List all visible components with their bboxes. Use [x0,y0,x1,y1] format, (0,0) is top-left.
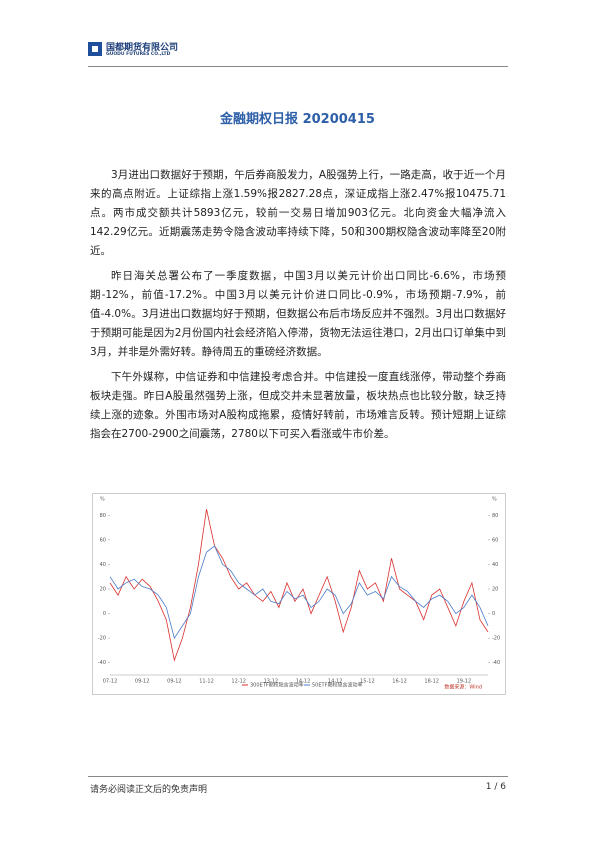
y2-tick-label: 60 [492,537,498,543]
paragraph: 昨日海关总署公布了一季度数据，中国3月以美元计价出口同比-6.6%，市场预期-1… [90,270,506,358]
logo-mark [88,42,102,56]
y2-tick-label: 20 [492,587,498,593]
chart: % % -40 -20 0 20 40 60 80 -40 -20 0 20 40 60 80 07-12 09-… [92,493,506,695]
y-tick-label: 20 [100,587,106,593]
x-tick-label: 15-12 [360,679,375,685]
x-tick-label: 09-12 [135,679,150,685]
paragraph: 3月进出口数据好于预期，午后券商股发力，A股强势上行，一路走高，收于近一个月来的… [90,169,506,257]
x-tick-label: 16-12 [392,679,407,685]
y2-tick-label: 0 [492,611,495,617]
legend-label: 300ETF期权隐含波动率 [250,682,304,689]
y-tick-label: -40 [98,660,106,666]
x-tick-label: 09-12 [167,679,182,685]
y2-tick-label: -20 [492,636,500,642]
x-tick-label: 11-12 [199,679,214,685]
y-tick-label: 60 [100,537,106,543]
y-axis-unit: % [100,497,105,503]
report-body: 3月进出口数据好于预期，午后券商股发力，A股强势上行，一路走高，收于近一个月来的… [90,166,506,450]
y-tick-label: 40 [100,562,106,568]
chart-frame [92,493,506,695]
series-line [109,509,489,662]
y2-axis-unit: % [492,497,497,503]
x-tick-label: 07-12 [103,679,118,685]
logo-inner [92,46,98,52]
x-tick-label: 14-12 [296,679,311,685]
company-name-en: GUODU FUTURES CO.,LTD [106,52,171,57]
paragraph: 下午外媒称，中信证券和中信建投考虑合并。中信建投一度直线涨停，带动整个券商板块走… [90,371,506,440]
footer-rule [88,776,508,777]
header-rule [88,66,508,67]
y2-tick-label: 80 [492,513,498,519]
x-tick-label: 18-12 [424,679,439,685]
logo [88,40,198,66]
x-tick-label: 19-12 [457,679,472,685]
disclaimer: 请务必阅读正文后的免责声明 [90,785,208,795]
x-tick-label: 14-12 [328,679,343,685]
page-number: 1 / 6 [485,782,506,792]
y-tick-label: 0 [103,611,106,617]
chart-source: 数据来源：Wind [444,684,482,691]
series-line [109,545,489,640]
report-title: 金融期权日报 20200415 [220,112,375,127]
y-tick-label: 80 [100,513,106,519]
y2-tick-label: 40 [492,562,498,568]
legend-label: 50ETF期权隐含波动率 [312,682,362,689]
x-tick-label: 13-12 [264,679,279,685]
y-tick-label: -20 [98,636,106,642]
y2-tick-label: -40 [492,660,500,666]
company-name: 国都期货有限公司 [106,43,179,53]
x-tick-label: 12-12 [231,679,246,685]
